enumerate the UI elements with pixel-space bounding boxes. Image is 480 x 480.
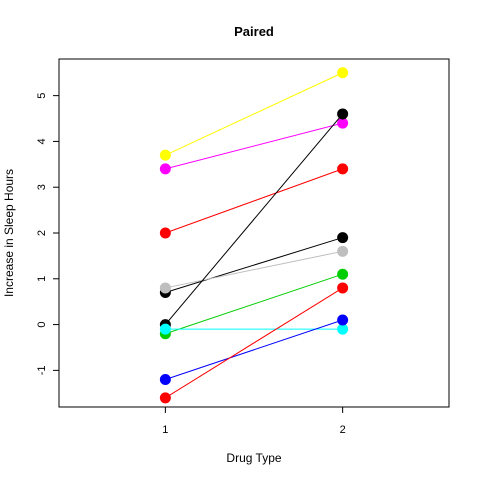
data-point bbox=[337, 163, 349, 175]
data-point bbox=[159, 163, 171, 175]
series bbox=[159, 232, 349, 299]
data-point bbox=[337, 117, 349, 129]
data-point bbox=[337, 323, 349, 335]
series-line bbox=[165, 287, 343, 399]
data-point bbox=[159, 374, 171, 386]
series bbox=[159, 323, 349, 335]
data-point bbox=[159, 392, 171, 404]
series-layer bbox=[159, 67, 349, 404]
series-line bbox=[165, 72, 343, 156]
x-tick-label: 1 bbox=[162, 424, 168, 436]
series-line bbox=[165, 168, 343, 234]
y-axis: -1 0 1 2 3 4 5 bbox=[36, 93, 59, 375]
series-line bbox=[165, 237, 343, 294]
data-point bbox=[159, 323, 171, 335]
data-point bbox=[337, 232, 349, 244]
chart-title: Paired bbox=[234, 24, 274, 39]
plot-frame bbox=[58, 58, 450, 408]
data-point bbox=[159, 149, 171, 161]
data-point bbox=[337, 268, 349, 280]
y-tick-label: 4 bbox=[36, 138, 48, 144]
series bbox=[159, 245, 349, 294]
data-point bbox=[337, 314, 349, 326]
data-point bbox=[337, 108, 349, 120]
series-line bbox=[165, 273, 343, 335]
data-point bbox=[337, 67, 349, 79]
y-tick-label: 1 bbox=[36, 276, 48, 282]
y-tick-label: 0 bbox=[36, 322, 48, 328]
series bbox=[159, 282, 349, 404]
x-axis-label: Drug Type bbox=[226, 451, 281, 465]
series-line bbox=[165, 319, 343, 381]
series bbox=[159, 67, 349, 161]
y-tick-label: -1 bbox=[36, 365, 48, 375]
series bbox=[159, 117, 349, 175]
y-tick-label: 2 bbox=[36, 230, 48, 236]
x-tick-label: 2 bbox=[340, 424, 346, 436]
series bbox=[159, 108, 349, 331]
data-point bbox=[159, 282, 171, 294]
series bbox=[159, 163, 349, 239]
series-line bbox=[165, 122, 343, 170]
y-axis-label: Increase in Sleep Hours bbox=[2, 169, 16, 297]
series bbox=[159, 314, 349, 386]
y-tick-label: 5 bbox=[36, 93, 48, 99]
data-point bbox=[159, 227, 171, 239]
series-line bbox=[164, 113, 344, 325]
data-point bbox=[337, 245, 349, 257]
data-point bbox=[337, 282, 349, 294]
y-tick-label: 3 bbox=[36, 184, 48, 190]
series-line bbox=[165, 250, 343, 289]
